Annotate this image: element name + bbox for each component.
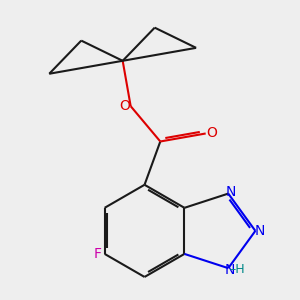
Text: N: N: [225, 263, 235, 277]
Text: O: O: [119, 99, 130, 113]
Text: N: N: [255, 224, 265, 238]
Text: N: N: [226, 185, 236, 199]
Text: –H: –H: [230, 263, 245, 277]
Text: F: F: [94, 247, 102, 261]
Text: O: O: [206, 126, 217, 140]
